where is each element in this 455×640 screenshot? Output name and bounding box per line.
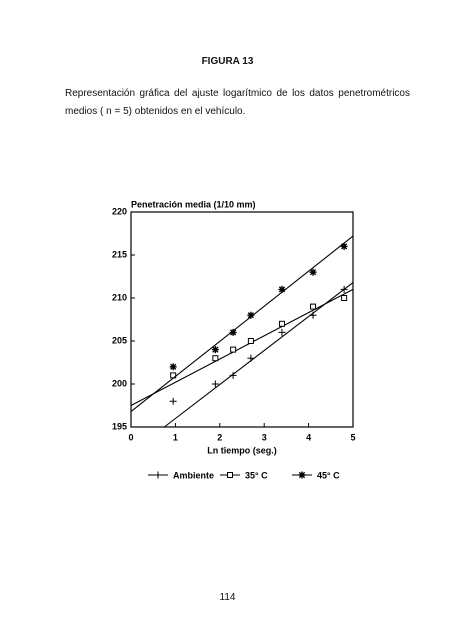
fit-line bbox=[163, 282, 354, 428]
y-tick-label: 215 bbox=[112, 249, 127, 259]
marker bbox=[230, 346, 237, 353]
y-tick-label: 210 bbox=[112, 292, 127, 302]
marker bbox=[340, 242, 348, 250]
y-tick-label: 205 bbox=[112, 335, 127, 345]
marker bbox=[212, 355, 219, 362]
x-tick-label: 1 bbox=[173, 432, 178, 442]
marker bbox=[278, 320, 285, 327]
marker bbox=[278, 285, 286, 293]
marker bbox=[247, 338, 254, 344]
x-tick-label: 3 bbox=[262, 432, 267, 442]
plot-frame bbox=[130, 211, 354, 428]
marker bbox=[211, 380, 219, 388]
page-number: 114 bbox=[219, 592, 236, 603]
caption-line: Representación gráfica del ajuste logarí… bbox=[65, 88, 410, 99]
y-tick-label: 195 bbox=[112, 421, 127, 431]
fit-line bbox=[130, 288, 354, 406]
caption-line: medios ( n = 5) obtenidos en el vehículo… bbox=[65, 106, 246, 117]
y-tick-label: 220 bbox=[112, 206, 127, 216]
marker bbox=[229, 371, 237, 379]
legend-marker bbox=[298, 471, 306, 479]
marker bbox=[309, 311, 317, 319]
marker bbox=[247, 354, 255, 362]
marker bbox=[310, 303, 317, 310]
legend-label: Ambiente bbox=[173, 470, 214, 480]
x-tick-label: 4 bbox=[306, 432, 311, 442]
marker bbox=[340, 285, 348, 293]
y-tick-label: 200 bbox=[112, 378, 127, 388]
marker bbox=[247, 311, 255, 319]
x-tick-label: 2 bbox=[217, 432, 222, 442]
legend-marker bbox=[154, 471, 162, 479]
legend-marker bbox=[227, 472, 233, 478]
marker bbox=[278, 328, 286, 336]
x-axis-label: Ln tiempo (seg.) bbox=[207, 445, 277, 455]
y-axis-label: Penetración media (1/10 mm) bbox=[131, 199, 256, 209]
fit-line bbox=[130, 235, 354, 412]
marker bbox=[229, 328, 237, 336]
marker bbox=[211, 346, 219, 354]
marker bbox=[169, 363, 177, 371]
legend-label: 35° C bbox=[245, 470, 268, 480]
x-tick-label: 5 bbox=[350, 432, 355, 442]
x-tick-label: 0 bbox=[128, 432, 133, 442]
marker bbox=[309, 268, 317, 276]
legend-label: 45° C bbox=[317, 470, 340, 480]
marker bbox=[341, 295, 348, 301]
marker bbox=[169, 397, 177, 405]
heading: FIGURA 13 bbox=[201, 56, 254, 67]
